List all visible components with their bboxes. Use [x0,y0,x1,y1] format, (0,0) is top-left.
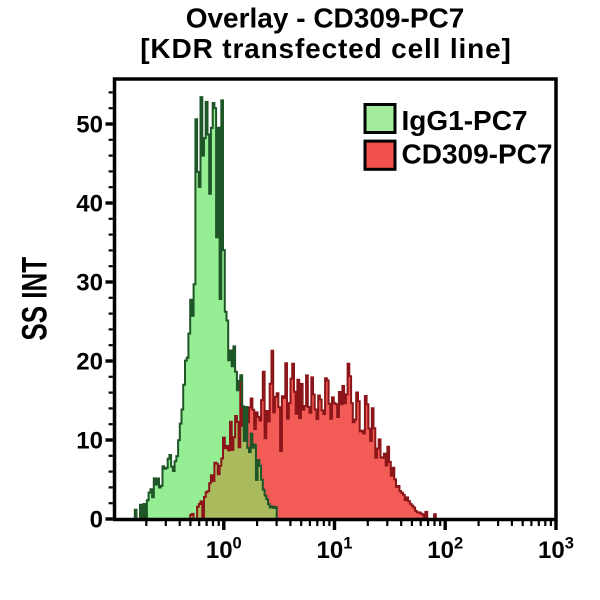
svg-text:[KDR transfected cell line]: [KDR transfected cell line] [140,33,511,64]
svg-text:20: 20 [76,349,103,376]
svg-text:CD309-PC7: CD309-PC7 [402,138,553,169]
svg-text:50: 50 [76,112,103,139]
svg-text:SS INT: SS INT [15,257,55,341]
svg-text:0: 0 [90,507,103,534]
svg-text:30: 30 [76,270,103,297]
svg-text:Overlay - CD309-PC7: Overlay - CD309-PC7 [186,3,465,34]
svg-text:10: 10 [76,428,103,455]
svg-text:40: 40 [76,191,103,218]
svg-text:IgG1-PC7: IgG1-PC7 [402,105,528,136]
